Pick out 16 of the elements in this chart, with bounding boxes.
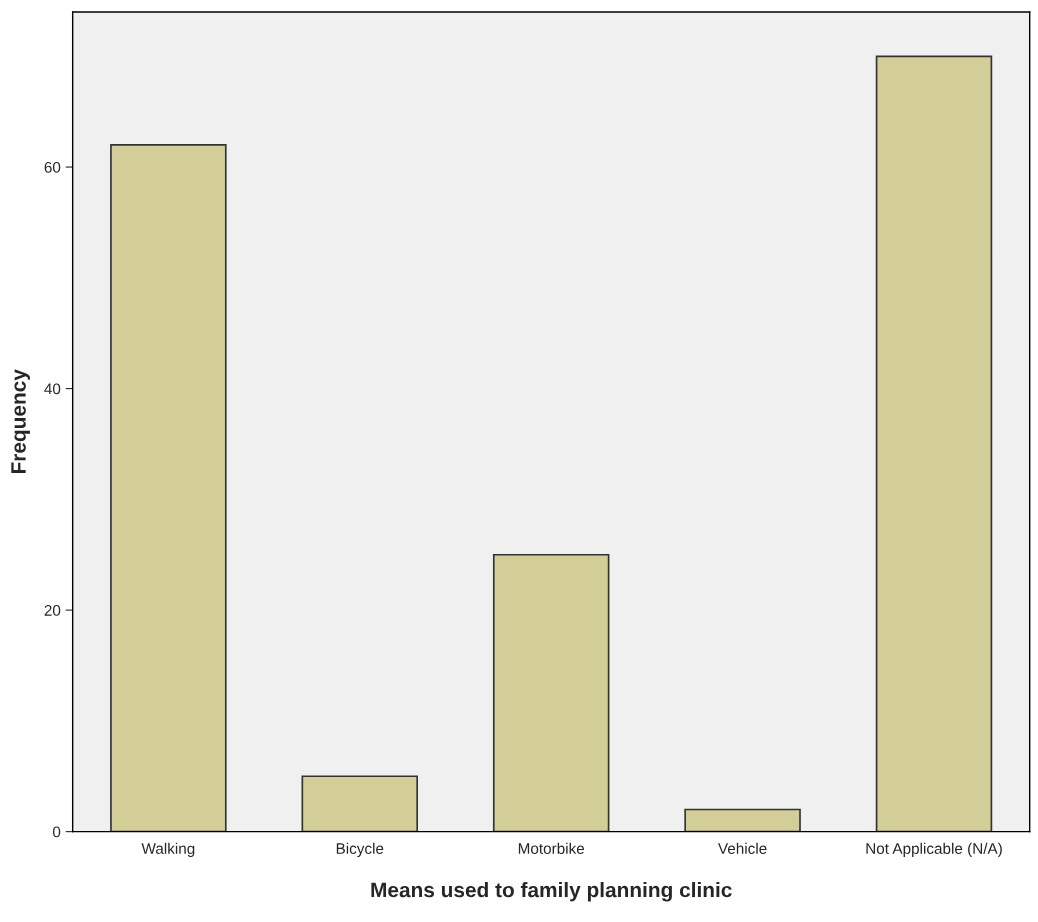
y-tick-label: 60 [44, 161, 61, 173]
y-axis-title: Frequency [11, 369, 30, 474]
y-tick-label: 0 [52, 826, 61, 838]
x-axis-title: Means used to family planning clinic [371, 882, 732, 902]
y-tick-label: 20 [44, 604, 61, 616]
bar [684, 808, 801, 832]
bar [492, 553, 610, 832]
x-tick-label: Walking [141, 842, 195, 857]
x-tick-label: Motorbike [518, 842, 585, 854]
bar [110, 144, 227, 832]
x-tick-label: Vehicle [718, 842, 767, 854]
x-tick-label: Bicycle [336, 842, 384, 857]
bar [301, 775, 419, 832]
bar [875, 55, 993, 832]
x-tick-label: Not Applicable (N/A) [866, 842, 1002, 857]
y-tick-label: 40 [44, 383, 61, 395]
